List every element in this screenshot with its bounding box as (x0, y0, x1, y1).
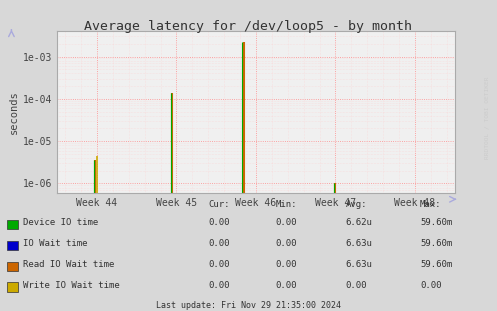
Text: 0.00: 0.00 (209, 281, 230, 290)
Text: IO Wait time: IO Wait time (23, 239, 88, 248)
Y-axis label: seconds: seconds (9, 90, 19, 134)
Text: RRDTOOL / TOBI OETIKER: RRDTOOL / TOBI OETIKER (485, 77, 490, 160)
Text: 0.00: 0.00 (209, 239, 230, 248)
Text: 59.60m: 59.60m (420, 218, 452, 227)
Text: Read IO Wait time: Read IO Wait time (23, 260, 115, 269)
Text: Cur:: Cur: (209, 200, 230, 209)
Text: 0.00: 0.00 (209, 260, 230, 269)
Text: 6.62u: 6.62u (345, 218, 372, 227)
Text: 0.00: 0.00 (276, 239, 297, 248)
Text: Write IO Wait time: Write IO Wait time (23, 281, 120, 290)
Text: Average latency for /dev/loop5 - by month: Average latency for /dev/loop5 - by mont… (84, 20, 413, 33)
Text: Min:: Min: (276, 200, 297, 209)
Text: Max:: Max: (420, 200, 441, 209)
Text: 0.00: 0.00 (276, 218, 297, 227)
Text: Device IO time: Device IO time (23, 218, 98, 227)
Text: 0.00: 0.00 (420, 281, 441, 290)
Text: Last update: Fri Nov 29 21:35:00 2024: Last update: Fri Nov 29 21:35:00 2024 (156, 301, 341, 310)
Text: 6.63u: 6.63u (345, 239, 372, 248)
Text: 0.00: 0.00 (209, 218, 230, 227)
Text: 6.63u: 6.63u (345, 260, 372, 269)
Text: 0.00: 0.00 (276, 260, 297, 269)
Text: Avg:: Avg: (345, 200, 367, 209)
Text: 59.60m: 59.60m (420, 239, 452, 248)
Text: 0.00: 0.00 (345, 281, 367, 290)
Text: 0.00: 0.00 (276, 281, 297, 290)
Text: 59.60m: 59.60m (420, 260, 452, 269)
